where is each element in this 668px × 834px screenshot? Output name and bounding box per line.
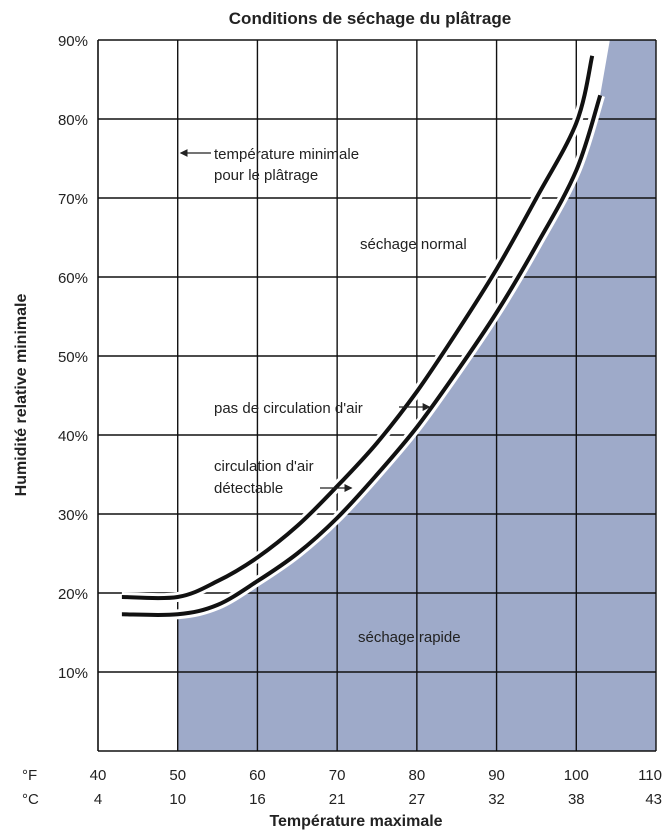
x-tick-label: 21 [329, 791, 346, 808]
y-tick-label: 60% [58, 270, 88, 287]
y-tick-label: 80% [58, 112, 88, 129]
x-tick-label: 50 [169, 767, 186, 784]
x-tick-label: 38 [568, 791, 585, 808]
x-tick-label: 70 [329, 767, 346, 784]
x-tick-label: 60 [249, 767, 266, 784]
y-tick-label: 90% [58, 33, 88, 50]
y-tick-label: 20% [58, 586, 88, 603]
x-tick-label: 4 [94, 791, 102, 808]
x-tick-label: 90 [488, 767, 505, 784]
annotation-label: température minimale [214, 146, 359, 163]
x-tick-label: 43 [645, 791, 662, 808]
y-tick-label: 50% [58, 349, 88, 366]
chart-title: Conditions de séchage du plâtrage [229, 9, 511, 28]
annotation-label: pour le plâtrage [214, 167, 318, 184]
annotation-label: séchage normal [360, 236, 467, 253]
series-line [121, 94, 603, 618]
annotation-label: séchage rapide [358, 629, 461, 646]
series-line [121, 55, 595, 601]
tick-label-layer: 10% 20% 30% 40% 50% 60% 70% 80% 90% °F 40 50 60 70 80 9… [22, 33, 662, 808]
annotation-label: circulation d'air [214, 458, 314, 475]
x-tick-label: 80 [409, 767, 426, 784]
x-tick-label: 10 [169, 791, 186, 808]
x-axis-title: Température maximale [269, 813, 442, 830]
annotation-label: détectable [214, 480, 283, 497]
y-tick-label: 30% [58, 507, 88, 524]
y-tick-label: 10% [58, 665, 88, 682]
x-tick-label: 40 [90, 767, 107, 784]
annotation-layer: température minimale pour le plâtrage séch… [179, 146, 467, 646]
x-tick-label: 16 [249, 791, 266, 808]
axes-layer [97, 39, 656, 752]
x-tick-label: 100 [564, 767, 589, 784]
annotation-label: pas de circulation d'air [214, 400, 363, 417]
y-tick-label: 70% [58, 191, 88, 208]
x-unit-label: °F [22, 767, 37, 784]
x-unit-label: °C [22, 791, 39, 808]
y-tick-label: 40% [58, 428, 88, 445]
x-tick-label: 32 [488, 791, 505, 808]
series-layer [121, 54, 605, 621]
shaded-region-rapid-drying [174, 40, 656, 751]
grid-layer [98, 40, 657, 751]
shaded-region-layer [174, 40, 656, 751]
x-tick-label: 27 [409, 791, 426, 808]
x-tick-label: 110 [638, 767, 662, 784]
y-axis-title: Humidité relative minimale [13, 294, 30, 497]
